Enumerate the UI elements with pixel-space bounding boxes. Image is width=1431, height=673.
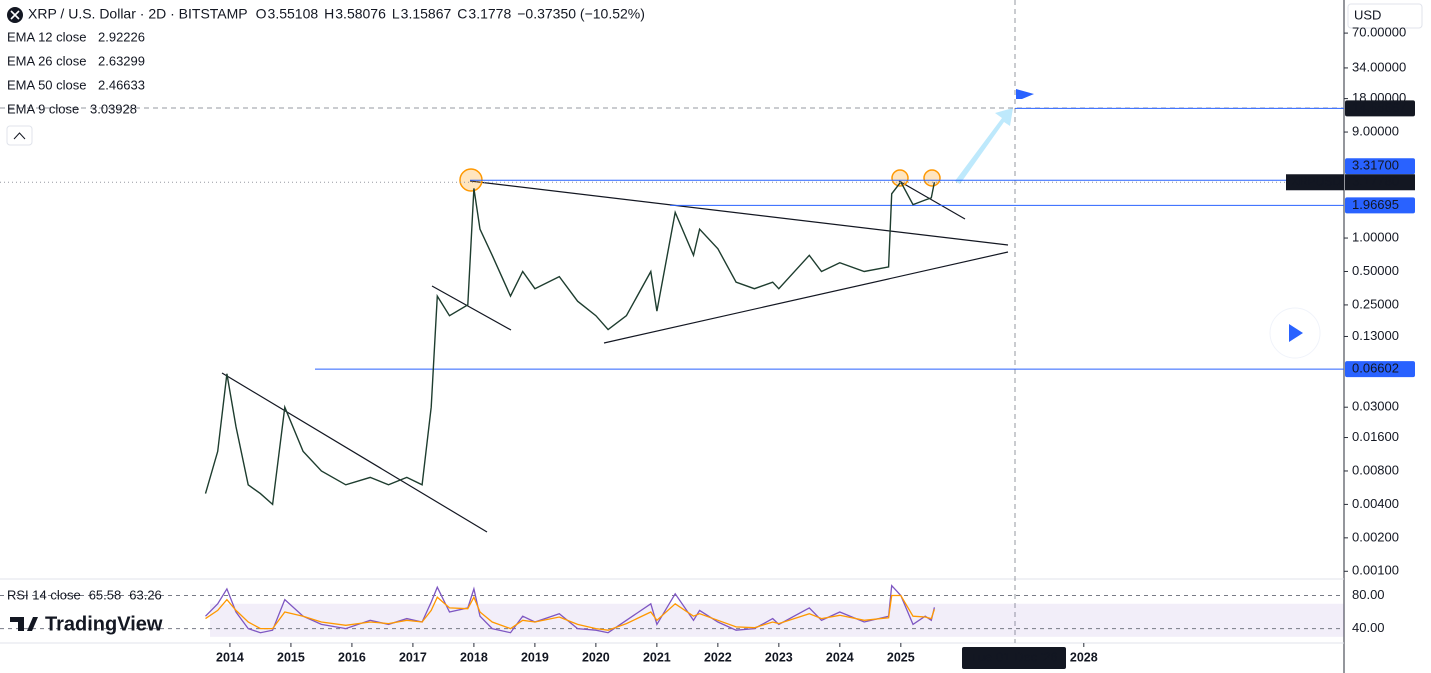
crosshair-label: Tue 01 Dec '26 xyxy=(970,649,1057,664)
x-tick-label: 2015 xyxy=(277,650,305,664)
collapse-icon xyxy=(13,132,26,140)
indicator-value: 2.92226 xyxy=(98,29,145,44)
y-tick-label: 1.00000 xyxy=(1352,229,1399,244)
logo: TradingView xyxy=(10,613,163,635)
crosshair-label-bg xyxy=(962,647,1066,669)
trendlines xyxy=(221,180,1009,533)
trendline xyxy=(221,372,488,533)
rsi-title: RSI 14 close xyxy=(7,587,81,602)
x-tick-label: 2021 xyxy=(643,650,671,664)
x-tick-label: 2023 xyxy=(765,650,793,664)
level-label-bg xyxy=(1345,361,1415,378)
x-tick-label: 2020 xyxy=(582,650,610,664)
rsi-tick-label: 40.00 xyxy=(1352,620,1385,635)
last-price-bg xyxy=(1345,174,1415,191)
rsi-band xyxy=(210,603,1344,637)
x-tick-label: 2019 xyxy=(521,650,549,664)
level-label-bg xyxy=(1345,158,1415,175)
indicator-name: EMA 9 close xyxy=(7,101,79,116)
x-tick-label: 2024 xyxy=(826,650,854,664)
flag xyxy=(1016,89,1034,99)
level-label-bg xyxy=(1345,197,1415,214)
trendline xyxy=(603,251,1009,344)
ohlc-value: 3.55108 xyxy=(268,6,319,22)
trendline xyxy=(469,180,1009,246)
rsi-line xyxy=(205,584,936,634)
currency-box[interactable] xyxy=(1347,3,1423,29)
y-tick-label: 0.00400 xyxy=(1352,496,1399,511)
x-tick-label: 2016 xyxy=(338,650,366,664)
y-tick-label: 0.00200 xyxy=(1352,529,1399,544)
symbol-tag: XRPUSD xyxy=(1291,174,1341,188)
level-label: 0.06602 xyxy=(1352,361,1399,376)
rsi-tick-label: 80.00 xyxy=(1352,587,1385,602)
level-label: 14.68667 xyxy=(1352,100,1406,115)
title: XRP / U.S. Dollar · 2D · BITSTAMP xyxy=(28,6,248,22)
trendline xyxy=(898,180,966,220)
y-tick-label: 70.00000 xyxy=(1352,25,1406,40)
logo-icon xyxy=(10,617,38,631)
y-tick-label: 0.13000 xyxy=(1352,328,1399,343)
x-tick-label: 2028 xyxy=(1070,650,1098,664)
ohlc-label: H xyxy=(324,6,334,22)
ohlc-label: C xyxy=(457,6,467,22)
ohlc-value: 3.15867 xyxy=(401,6,452,22)
y-tick-label: 0.03000 xyxy=(1352,399,1399,414)
price-line xyxy=(204,180,936,506)
ohlc-label: L xyxy=(392,6,400,22)
circle-marker xyxy=(923,169,941,187)
x-tick-label: 2025 xyxy=(887,650,915,664)
indicator-name: EMA 26 close xyxy=(7,53,87,68)
level-label: 3.31700 xyxy=(1352,158,1399,173)
indicator-name: EMA 50 close xyxy=(7,77,87,92)
symbol-icon-mark xyxy=(10,10,20,20)
rsi-legend-value: 65.58 xyxy=(89,587,122,602)
indicator-name: EMA 12 close xyxy=(7,29,87,44)
x-tick-label: 2017 xyxy=(399,650,427,664)
play-icon xyxy=(1289,324,1303,342)
symbol-tag-bg xyxy=(1286,174,1344,191)
indicator-value: 2.63299 xyxy=(98,53,145,68)
rsi-line xyxy=(205,594,936,631)
ohlc-label: O xyxy=(256,6,267,22)
projection-arrow xyxy=(955,108,1013,184)
y-tick-label: 9.00000 xyxy=(1352,123,1399,138)
x-tick-label: 2022 xyxy=(704,650,732,664)
ohlc-value: 3.58076 xyxy=(335,6,386,22)
ohlc-value: 3.1778 xyxy=(468,6,511,22)
rsi-legend-value: 63.26 xyxy=(129,587,162,602)
y-tick-label: 34.00000 xyxy=(1352,59,1406,74)
indicator-value: 3.03928 xyxy=(90,101,137,116)
change: −0.37350 (−10.52%) xyxy=(517,6,645,22)
x-tick-label: 2014 xyxy=(216,650,244,664)
y-tick-label: 0.00100 xyxy=(1352,563,1399,578)
y-tick-label: 0.25000 xyxy=(1352,296,1399,311)
y-tick-label: 0.01600 xyxy=(1352,429,1399,444)
trendline xyxy=(431,285,512,331)
currency: USD xyxy=(1354,7,1381,22)
indicator-value: 2.46633 xyxy=(98,77,145,92)
collapse-button[interactable] xyxy=(6,125,33,146)
x-tick-label: 2018 xyxy=(460,650,488,664)
level-label: 1.96695 xyxy=(1352,197,1399,212)
brand: TradingView xyxy=(45,613,163,635)
level-label-bg xyxy=(1345,100,1415,117)
y-tick-label: 0.00800 xyxy=(1352,462,1399,477)
last-price-label: 3.17780 xyxy=(1352,174,1399,189)
y-tick-label: 0.50000 xyxy=(1352,263,1399,278)
